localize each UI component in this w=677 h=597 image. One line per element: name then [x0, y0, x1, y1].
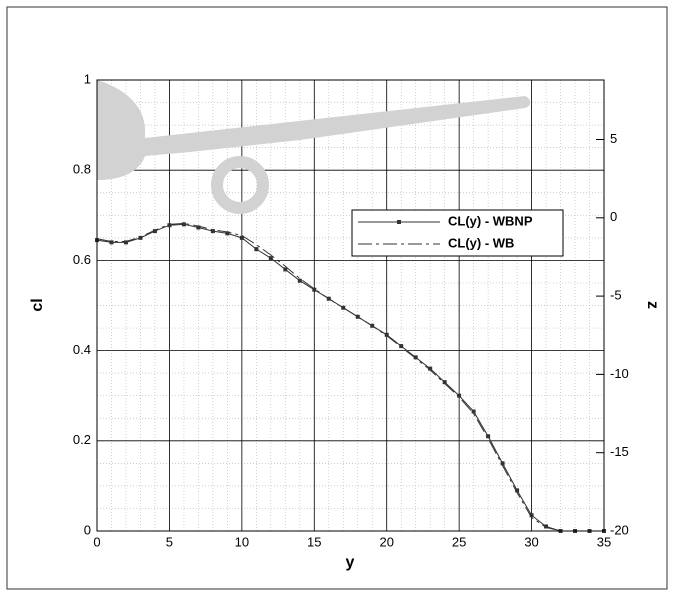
y-tick-label: 0.2 [73, 432, 91, 447]
marker [442, 380, 447, 385]
marker [152, 229, 157, 234]
x-tick-label: 5 [166, 534, 173, 549]
x-tick-label: 25 [452, 534, 466, 549]
legend-box [351, 209, 564, 257]
marker [312, 287, 317, 292]
marker [384, 332, 389, 337]
x-tick-label: 0 [93, 534, 100, 549]
y-tick-label: 0.4 [73, 342, 91, 357]
marker [268, 256, 273, 261]
plot-frame [96, 79, 605, 532]
marker [225, 231, 230, 236]
marker [341, 305, 346, 310]
y-tick-label: 1 [84, 71, 91, 86]
marker [544, 524, 549, 529]
x-tick-label: 30 [524, 534, 538, 549]
y2-tick-label: 0 [610, 209, 617, 224]
marker [196, 225, 201, 230]
marker [529, 513, 534, 518]
x-tick-label: 10 [235, 534, 249, 549]
marker [486, 434, 491, 439]
y2-tick-label: -5 [610, 288, 622, 303]
marker [109, 240, 114, 245]
marker [297, 278, 302, 283]
marker [515, 488, 520, 493]
marker [471, 409, 476, 414]
marker [239, 235, 244, 240]
y-tick-label: 0.8 [73, 162, 91, 177]
y2-tick-label: -20 [610, 522, 629, 537]
legend-marker [397, 220, 401, 224]
marker [181, 222, 186, 227]
marker [138, 235, 143, 240]
y2-tick-label: -15 [610, 444, 629, 459]
marker [457, 393, 462, 398]
x-axis-title: y [346, 554, 355, 571]
x-tick-label: 15 [307, 534, 321, 549]
marker [210, 229, 215, 234]
series-line [96, 223, 604, 532]
legend-label: CL(y) - WB [448, 235, 514, 250]
legend-label: CL(y) - WBNP [448, 213, 533, 228]
plot [95, 222, 606, 533]
marker [123, 240, 128, 245]
y2-tick-label: 5 [610, 131, 617, 146]
x-tick-label: 20 [379, 534, 393, 549]
frame [6, 6, 668, 590]
marker [254, 247, 259, 252]
y2-axis-title: z [644, 301, 661, 309]
y-tick-label: 0.6 [73, 252, 91, 267]
wing-planform [97, 80, 531, 214]
marker [399, 344, 404, 349]
legend: CL(y) - WBNP CL(y) - WB [351, 209, 564, 257]
y-axis-title: cl [29, 298, 46, 311]
y-tick-label: 0 [84, 522, 91, 537]
marker [167, 223, 172, 228]
y2-tick-label: -10 [610, 366, 629, 381]
marker [355, 314, 360, 319]
x-tick-label: 35 [597, 534, 611, 549]
marker [283, 267, 288, 272]
series-line [96, 222, 604, 532]
marker [428, 366, 433, 371]
marker [500, 461, 505, 466]
marker [413, 355, 418, 360]
